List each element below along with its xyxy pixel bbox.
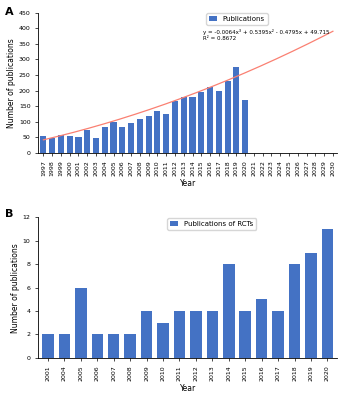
Bar [124,334,136,358]
Bar [163,114,169,153]
Bar [242,100,248,153]
Bar [111,122,117,153]
Bar [233,67,239,153]
Bar [239,311,251,358]
Bar [108,334,119,358]
Bar [137,119,143,153]
Bar [181,98,187,153]
Bar [207,88,213,153]
Bar [154,111,161,153]
Bar [172,102,178,153]
Bar [93,138,99,153]
Bar [157,323,169,358]
Bar [174,311,185,358]
Bar [224,81,231,153]
Bar [84,130,90,153]
Bar [40,136,46,153]
Bar [146,116,152,153]
Bar [67,136,73,153]
X-axis label: Year: Year [180,384,196,393]
Bar [128,123,134,153]
Text: A: A [5,7,14,17]
Bar [141,311,153,358]
Bar [119,127,125,153]
Bar [289,264,300,358]
Text: B: B [5,209,14,219]
Bar [190,98,195,153]
Bar [322,229,333,358]
Bar [42,334,54,358]
Bar [58,135,64,153]
Bar [49,138,55,153]
Y-axis label: Number of publications: Number of publications [11,243,20,332]
Text: y = -0.0064x³ + 0.5395x² - 0.4795x + 49.715
R² = 0.8672: y = -0.0064x³ + 0.5395x² - 0.4795x + 49.… [203,29,329,41]
Bar [91,334,103,358]
Bar [102,127,108,153]
Bar [59,334,70,358]
Bar [256,299,267,358]
Bar [216,90,222,153]
Y-axis label: Number of publications: Number of publications [7,38,16,128]
Bar [75,288,87,358]
Legend: Publications: Publications [206,13,268,25]
Bar [207,311,218,358]
Bar [75,137,82,153]
Bar [190,311,202,358]
Bar [223,264,235,358]
Bar [198,92,205,153]
X-axis label: Year: Year [180,179,196,188]
Bar [305,252,317,358]
Bar [272,311,284,358]
Legend: Publications of RCTs: Publications of RCTs [167,218,256,230]
